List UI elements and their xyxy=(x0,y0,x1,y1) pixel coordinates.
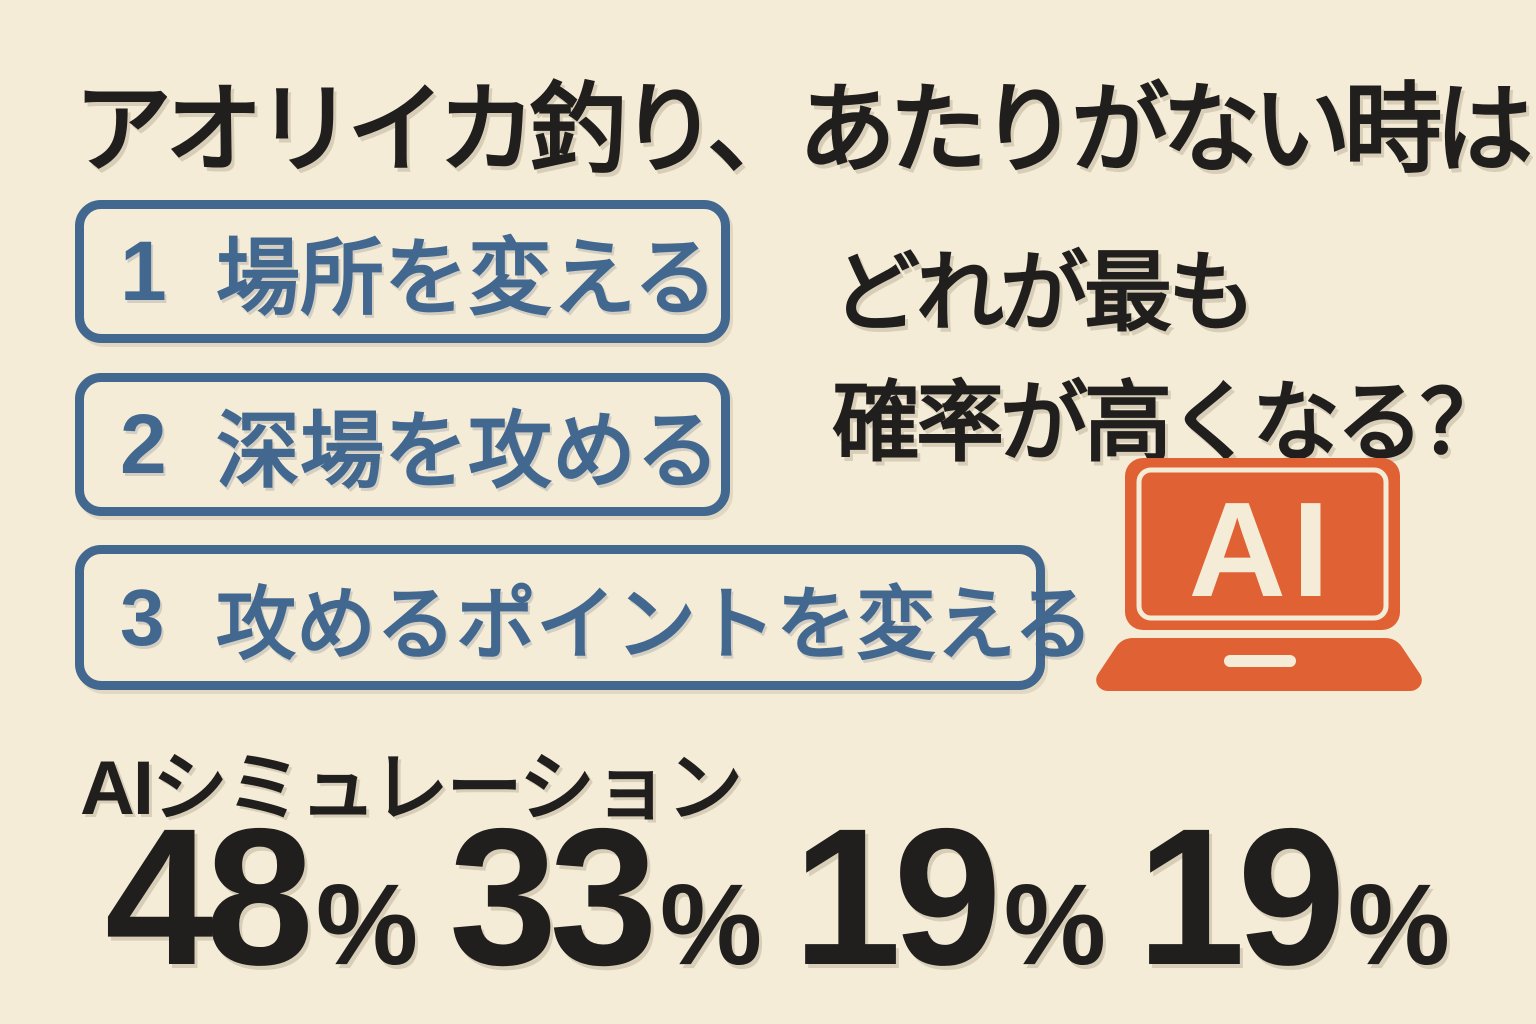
result-item-3: 19 % xyxy=(793,800,1106,995)
laptop-screen-inner-border xyxy=(1136,467,1389,621)
option-box-1: 1 場所を変える xyxy=(75,200,730,343)
option-box-2: 2 深場を攻める xyxy=(75,373,730,516)
result-3-unit: % xyxy=(1003,861,1107,989)
question-line-1: どれが最も xyxy=(832,243,1256,342)
option-3-number: 3 xyxy=(120,572,165,662)
option-box-3: 3 攻めるポイントを変える xyxy=(75,545,1094,690)
result-4-value: 19 xyxy=(1136,788,1346,1006)
result-item-1: 48 % xyxy=(105,800,418,995)
result-2-unit: % xyxy=(659,861,763,989)
option-1-label: 場所を変える xyxy=(216,231,718,325)
option-2-label: 深場を攻める xyxy=(216,404,721,498)
ai-laptop-icon: AI xyxy=(1096,458,1422,691)
option-1-number: 1 xyxy=(120,224,167,318)
result-1-unit: % xyxy=(315,861,419,989)
option-2-number: 2 xyxy=(120,397,167,491)
option-3-label: 攻めるポイントを変える xyxy=(216,579,1094,669)
page-title: アオリイカ釣り、あたりがない時は xyxy=(74,74,1533,184)
ai-icon-label: AI xyxy=(1189,474,1336,625)
result-3-value: 19 xyxy=(792,788,1002,1006)
result-item-4: 19 % xyxy=(1137,800,1450,995)
simulation-title: AIシミュレーション xyxy=(80,746,743,831)
laptop-trackpad-notch xyxy=(1224,655,1296,667)
simulation-results: 48 % 33 % 19 % 19 % xyxy=(105,800,1450,995)
laptop-lid xyxy=(1125,458,1400,630)
result-2-value: 33 xyxy=(448,788,658,1006)
result-1-value: 48 xyxy=(105,788,314,1006)
question-text: どれが最も 確率が高くなる？ xyxy=(832,228,1508,488)
question-line-2: 確率が高くなる？ xyxy=(832,373,1508,473)
result-4-unit: % xyxy=(1347,861,1450,989)
result-item-2: 33 % xyxy=(449,800,762,995)
